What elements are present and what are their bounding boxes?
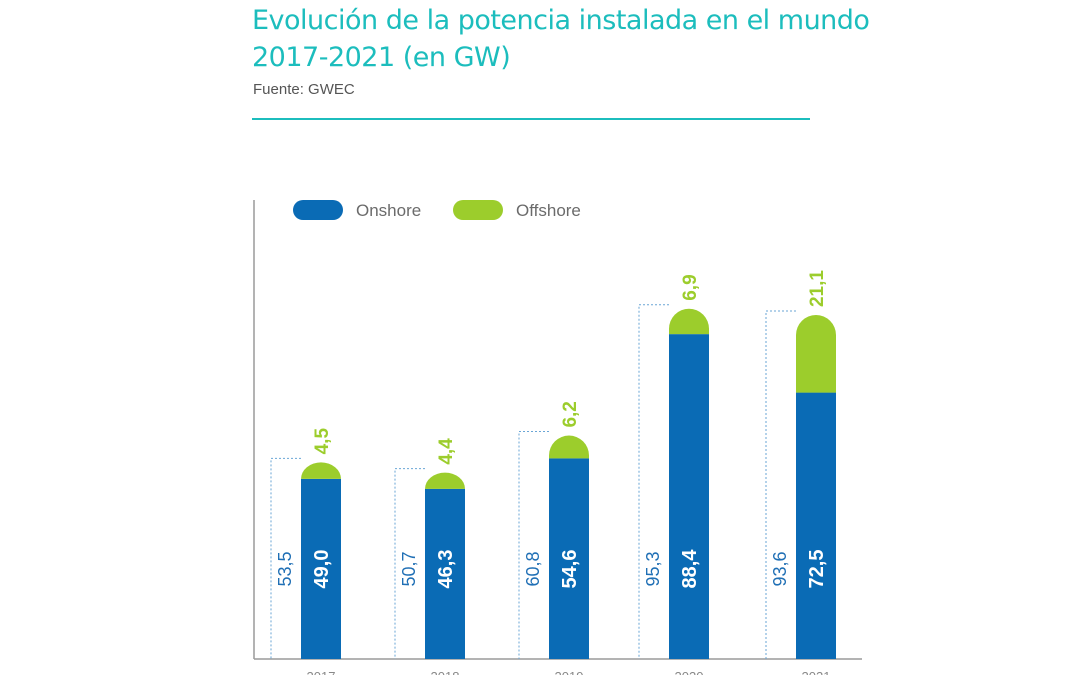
onshore-value-label-2018: 46,3 [435, 550, 457, 589]
legend-swatch-offshore [453, 200, 503, 220]
total-value-label-2021: 93,6 [770, 551, 790, 586]
x-tick-label-2019: 2019 [555, 669, 584, 675]
chart-title-line-2: 2017-2021 (en GW) [252, 42, 511, 73]
total-outline-2018 [394, 468, 425, 659]
source-note: Fuente: GWEC [253, 81, 355, 98]
onshore-value-label-2021: 72,5 [806, 550, 828, 589]
onshore-bar-2017 [301, 478, 341, 659]
legend-swatch-onshore [293, 200, 343, 220]
onshore-value-label-2017: 49,0 [311, 550, 333, 589]
onshore-bar-2018 [425, 488, 465, 659]
offshore-value-label-2018: 4,4 [436, 438, 457, 465]
onshore-bar-2021 [796, 392, 836, 659]
onshore-value-label-2020: 88,4 [679, 549, 701, 589]
x-tick-label-2017: 2017 [307, 669, 336, 675]
total-outline-2017 [270, 457, 301, 659]
offshore-value-label-2021: 21,1 [807, 270, 828, 307]
offshore-bar-2021 [796, 315, 836, 393]
total-value-label-2017: 53,5 [275, 551, 295, 586]
offshore-value-label-2019: 6,2 [560, 401, 581, 427]
onshore-bar-2019 [549, 458, 589, 659]
x-tick-label-2020: 2020 [675, 669, 704, 675]
chart-title: Evolución de la potencia instalada en el… [252, 2, 872, 76]
offshore-bar-2017 [301, 462, 341, 479]
onshore-bar-2020 [669, 334, 709, 659]
total-value-label-2020: 95,3 [643, 551, 663, 586]
total-outline-2019 [518, 431, 549, 659]
offshore-bar-2020 [669, 308, 709, 335]
chart-title-line-1: Evolución de la potencia instalada en el… [252, 5, 870, 36]
title-divider [252, 118, 810, 120]
total-outline-2020 [638, 304, 669, 659]
offshore-value-label-2017: 4,5 [312, 428, 333, 455]
offshore-value-label-2020: 6,9 [680, 274, 701, 300]
total-outline-2021 [765, 310, 796, 659]
offshore-bar-2019 [549, 435, 589, 459]
x-tick-label-2018: 2018 [431, 669, 460, 675]
x-tick-label-2021: 2021 [802, 669, 831, 675]
onshore-value-label-2019: 54,6 [559, 550, 581, 589]
total-value-label-2018: 50,7 [399, 551, 419, 586]
offshore-bar-2018 [425, 472, 465, 489]
legend-label-onshore: Onshore [356, 201, 421, 220]
total-value-label-2019: 60,8 [523, 551, 543, 586]
legend-label-offshore: Offshore [516, 201, 581, 220]
